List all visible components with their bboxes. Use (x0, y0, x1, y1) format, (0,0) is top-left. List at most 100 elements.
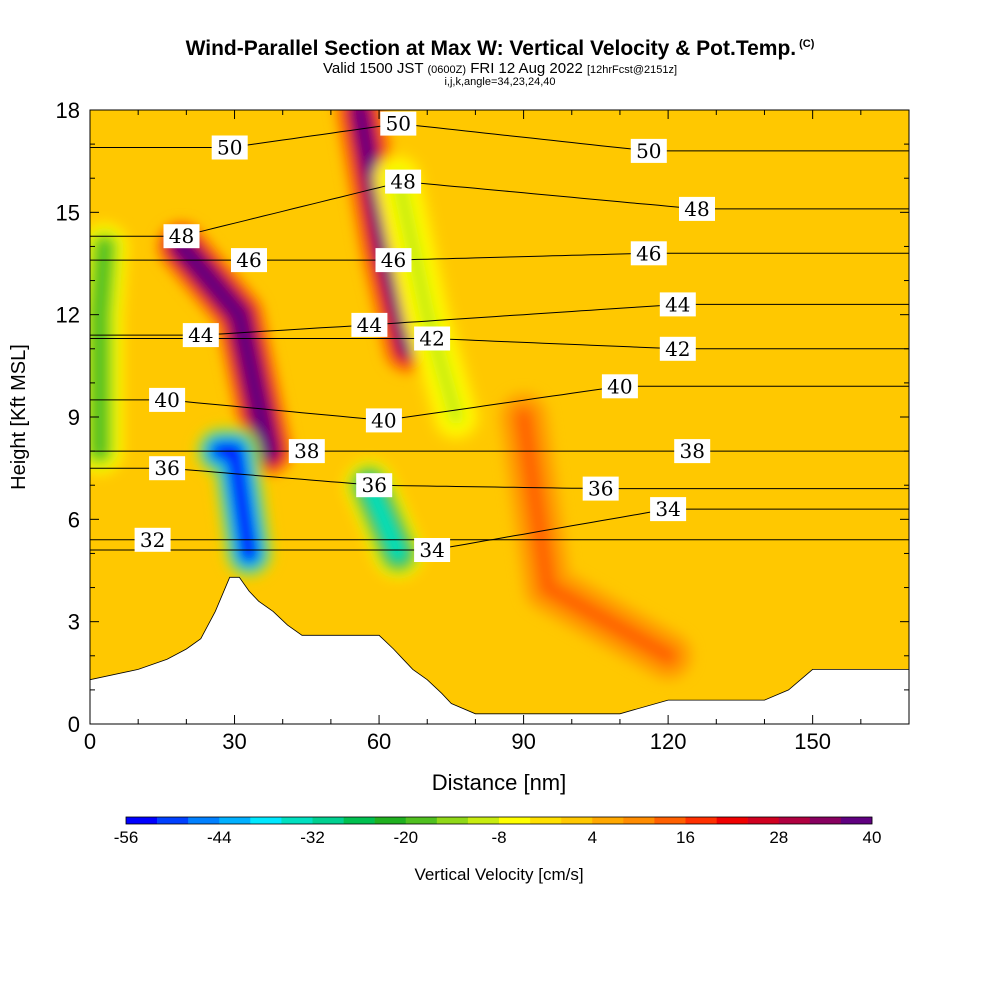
contour-label-21: 48 (679, 196, 715, 221)
colorbar-swatch (126, 817, 158, 824)
contour-label-box (134, 527, 171, 552)
y-tick-label: 6 (68, 507, 80, 532)
contour-label-text: 44 (665, 292, 690, 316)
contour-label-box (163, 224, 200, 249)
colorbar-tick-label: -44 (207, 828, 232, 847)
contour-label-box (414, 326, 451, 351)
contour-label-box (149, 387, 186, 412)
contour-label-text: 32 (140, 528, 165, 552)
contour-label-18: 46 (630, 241, 667, 266)
contour-label-box (385, 169, 422, 194)
x-tick-label: 150 (794, 729, 831, 754)
velocity-feature-5-band-5 (92, 238, 112, 459)
contour-label-box (211, 135, 248, 160)
contour-label-11: 42 (414, 326, 451, 351)
x-tick-label: 0 (84, 729, 96, 754)
contour-label-box (659, 292, 696, 317)
colorbar-tick-label: -8 (491, 828, 506, 847)
contour-label-text: 44 (188, 323, 213, 347)
contour-label-text: 48 (169, 224, 194, 248)
contour-label-2: 34 (650, 497, 687, 522)
y-tick-label: 15 (56, 200, 80, 225)
contour-label-text: 50 (636, 139, 661, 163)
y-tick-label: 12 (56, 303, 80, 328)
colorbar-tick-label: 16 (676, 828, 695, 847)
contour-label-text: 36 (361, 473, 386, 497)
colorbar-swatch (716, 817, 748, 824)
contour-label-text: 40 (154, 388, 179, 412)
x-tick-label: 90 (511, 729, 535, 754)
colorbar-tick-label: 4 (588, 828, 597, 847)
contour-label-text: 46 (636, 241, 661, 265)
velocity-feature-6-band-5 (516, 409, 676, 664)
contour-label-text: 34 (419, 538, 444, 562)
contour-label-box (630, 241, 667, 266)
valid-utc: (0600Z) (427, 64, 467, 76)
contour-label-box (601, 374, 638, 399)
chart-title-text: Wind-Parallel Section at Max W: Vertical… (185, 37, 797, 60)
terrain-shape (90, 576, 909, 724)
contour-label-text: 44 (357, 313, 382, 337)
velocity-feature-0-band-5 (174, 238, 276, 459)
contour-label-3: 36 (149, 456, 186, 481)
y-tick-label: 3 (68, 610, 80, 635)
theta-contours (90, 123, 909, 551)
colorbar-tick-label: 28 (769, 828, 788, 847)
contour-label-text: 36 (588, 477, 613, 501)
contour-label-text: 36 (154, 456, 179, 480)
y-tick-label: 18 (56, 98, 80, 123)
contour-label-box (674, 439, 711, 464)
x-tick-label: 60 (367, 729, 391, 754)
contour-label-text: 48 (390, 170, 415, 194)
colorbar-swatch (250, 817, 282, 824)
colorbar-swatch (623, 817, 655, 824)
theta-contour-34 (90, 508, 909, 551)
theta-contour-46 (90, 252, 909, 261)
valid-time-line: Valid 1500 JST (0600Z) FRI 12 Aug 2022 [… (0, 60, 1000, 77)
theta-contour-42 (90, 338, 909, 350)
colorbar-tick-label: -32 (300, 828, 325, 847)
x-tick-label: 30 (222, 729, 246, 754)
contour-label-1: 34 (414, 538, 451, 562)
contour-label-0: 32 (134, 527, 171, 552)
colorbar-swatch (561, 817, 593, 824)
colorbar: Vertical Velocity [cm/s] -56 -44 -32 -20 -8 4… (114, 816, 882, 884)
contour-label-10: 40 (601, 374, 638, 399)
colorbar-swatch (778, 817, 811, 824)
colorbar-swatch (188, 817, 220, 824)
chart-title: Wind-Parallel Section at Max W: Vertical… (0, 37, 1000, 61)
contour-label-22: 50 (211, 135, 248, 160)
colorbar-swatch (405, 817, 438, 824)
contour-label-20: 48 (385, 169, 422, 194)
contour-label-text: 46 (381, 248, 406, 272)
valid-date: FRI 12 Aug 2022 (470, 60, 583, 77)
axes: Height [Kft MSL] Distance [nm] 0 30 60 90 12… (8, 98, 910, 795)
contour-label-15: 44 (659, 292, 696, 317)
contour-label-box (351, 312, 388, 337)
velocity-feature-4-band-5 (390, 170, 464, 425)
colorbar-tick-label: 40 (863, 828, 882, 847)
contour-label-box (630, 138, 667, 163)
contour-label-17: 46 (375, 248, 412, 273)
colorbar-swatch (840, 817, 873, 824)
contour-label-box (365, 408, 402, 433)
theta-contour-44 (90, 303, 909, 336)
contour-label-box (182, 323, 219, 348)
contour-label-7: 38 (674, 439, 711, 464)
contour-label-text: 40 (607, 374, 632, 398)
contour-label-box (650, 497, 687, 522)
contour-label-12: 42 (659, 336, 696, 361)
contour-label-8: 40 (149, 387, 186, 412)
colorbar-swatch (685, 817, 717, 824)
colorbar-swatch (467, 817, 500, 824)
contour-label-box (356, 473, 393, 498)
contour-label-box (414, 538, 451, 562)
contour-label-text: 40 (371, 408, 396, 432)
contour-label-text: 50 (217, 136, 242, 160)
contour-label-24: 50 (630, 138, 667, 163)
theta-contour-40 (90, 385, 909, 421)
contour-label-box (231, 248, 267, 273)
grid-params-line: i,j,k,angle=34,23,24,40 (444, 76, 556, 88)
contour-label-14: 44 (351, 312, 388, 337)
